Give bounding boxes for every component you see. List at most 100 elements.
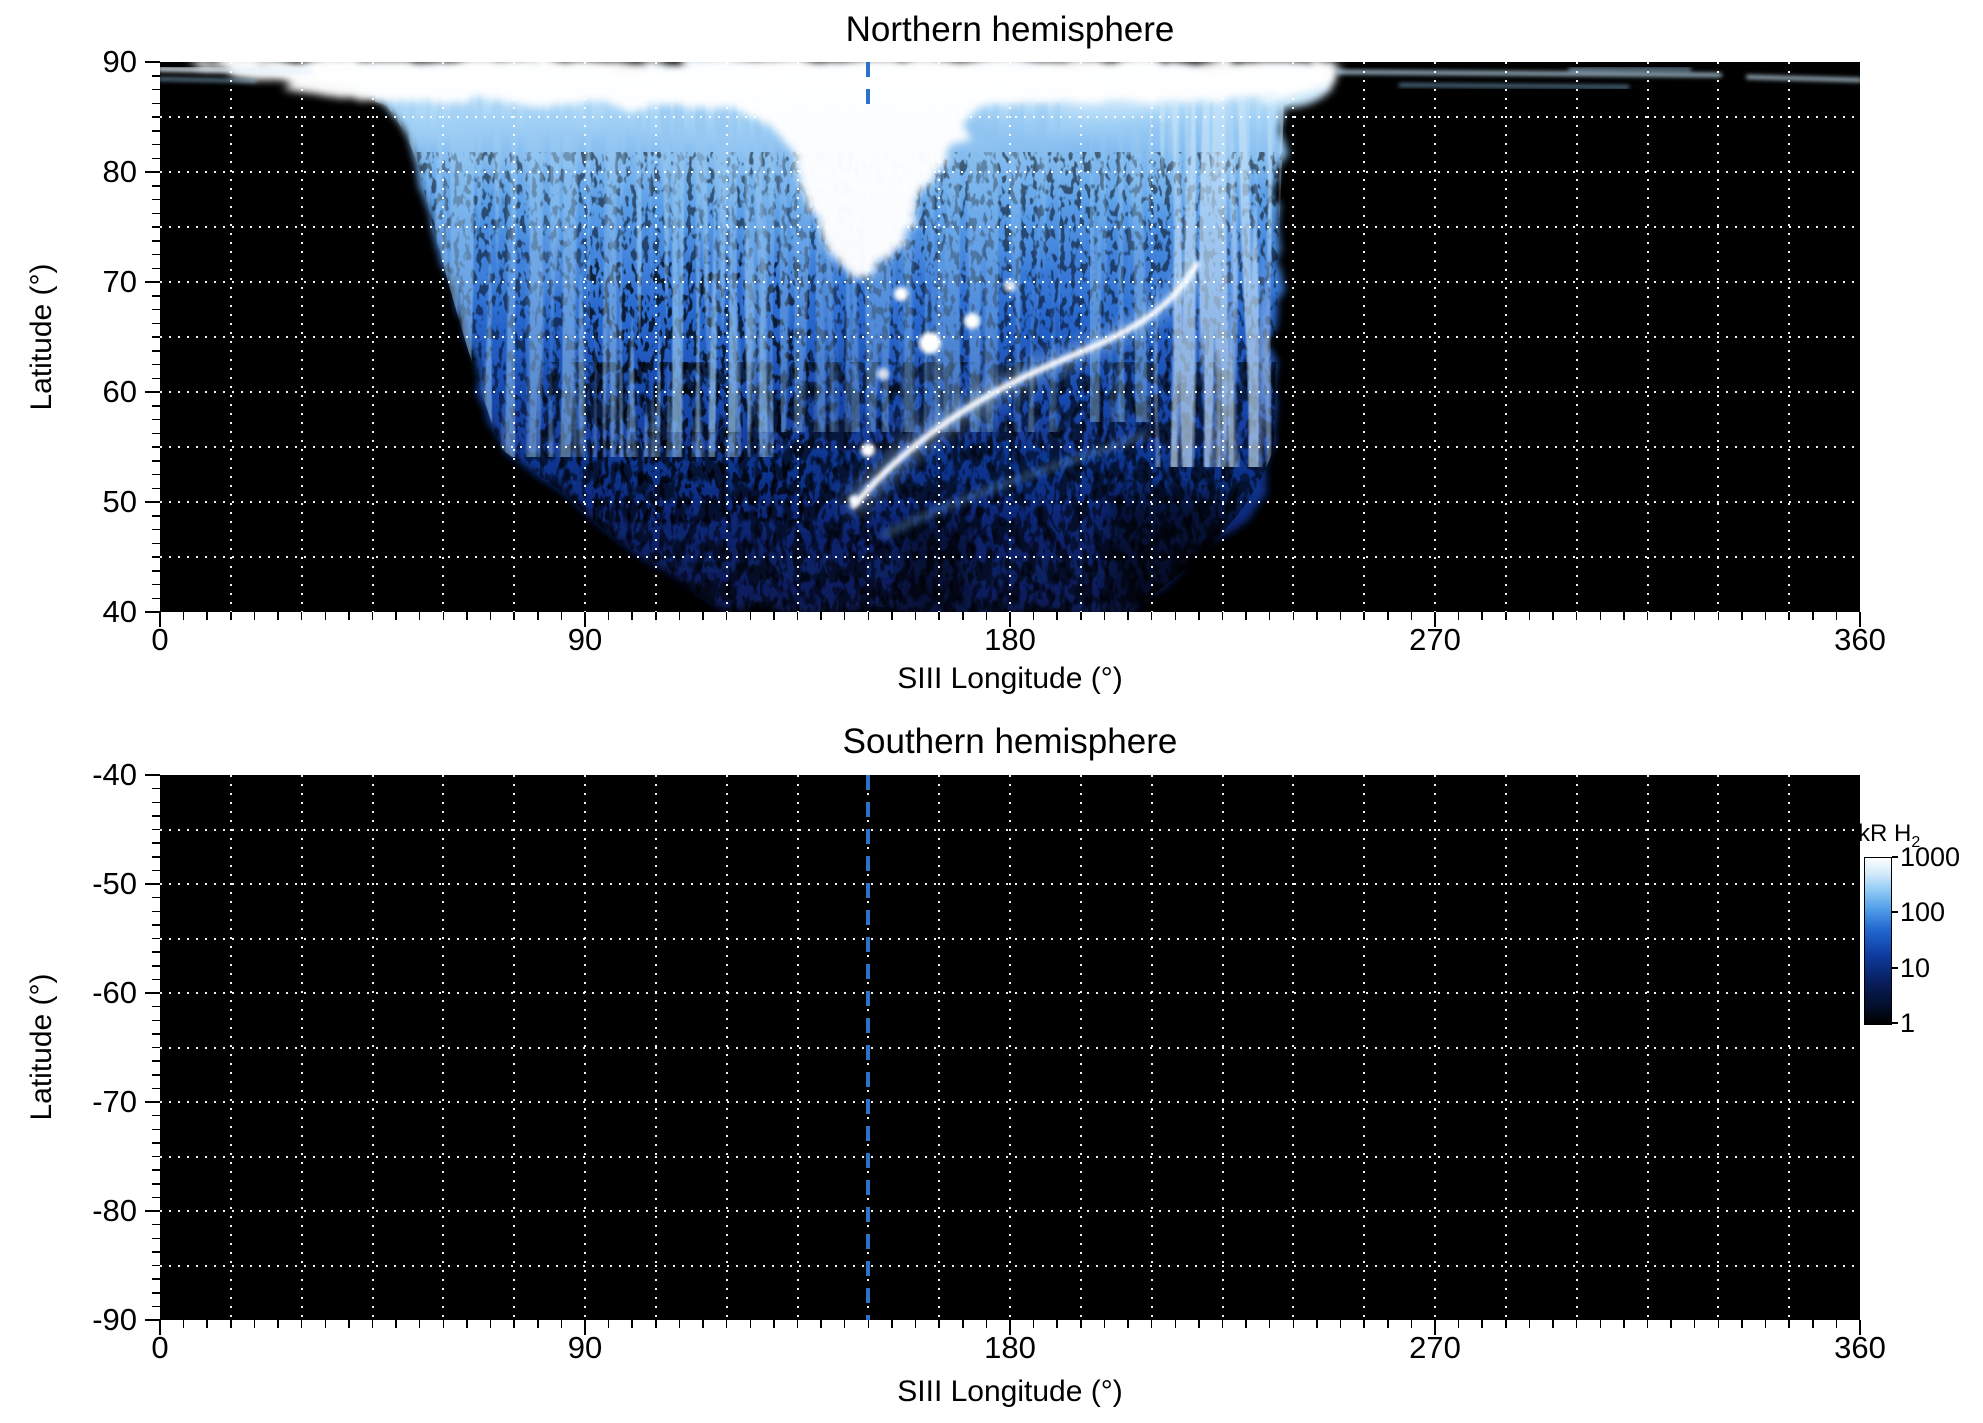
colorbar-tick-label: 10	[1900, 952, 1931, 983]
x-tick-major	[1434, 612, 1436, 627]
x-tick-minor	[1788, 1320, 1790, 1328]
x-tick-major	[1434, 1320, 1436, 1335]
gridline-horizontal	[160, 281, 1860, 283]
x-tick-minor	[1103, 1320, 1106, 1328]
y-tick-minor	[152, 1169, 160, 1171]
y-tick-minor	[152, 583, 160, 586]
y-tick-minor	[152, 1305, 160, 1308]
gridline-horizontal	[160, 226, 1860, 228]
y-tick-minor	[152, 198, 160, 201]
x-tick-minor	[773, 612, 775, 620]
x-tick-minor	[1741, 1320, 1743, 1328]
y-tick-minor	[152, 597, 160, 599]
x-tick-minor	[1032, 612, 1035, 620]
gridline-horizontal	[160, 1101, 1860, 1103]
y-tick-minor	[152, 1155, 160, 1158]
x-tick-minor	[537, 1320, 539, 1328]
x-tick-minor	[230, 1320, 232, 1328]
x-tick-minor	[1127, 1320, 1129, 1328]
x-tick-minor	[560, 612, 563, 620]
x-tick-minor	[418, 1320, 421, 1328]
colorbar-unit-text: kR H	[1858, 820, 1912, 847]
south-panel-title: Southern hemisphere	[842, 722, 1178, 761]
x-tick-minor	[1552, 1320, 1554, 1328]
south-xaxis-label: SIII Longitude (°)	[897, 1375, 1123, 1408]
x-tick-minor	[820, 1320, 822, 1328]
y-tick-minor	[152, 937, 160, 940]
x-tick-minor	[820, 612, 822, 620]
x-tick-minor	[1646, 612, 1649, 620]
y-tick-minor	[152, 418, 160, 421]
gridline-horizontal	[160, 992, 1860, 994]
y-tick-minor	[152, 1251, 160, 1253]
reference-longitude-line	[866, 62, 871, 108]
y-tick-label: -40	[92, 757, 137, 792]
x-tick-minor	[489, 612, 492, 620]
x-tick-minor	[843, 1320, 846, 1328]
x-tick-minor	[1198, 612, 1200, 620]
x-tick-minor	[1670, 1320, 1672, 1328]
colorbar-gradient-strip	[1864, 857, 1892, 1025]
x-tick-minor	[631, 612, 633, 620]
x-tick-minor	[1835, 612, 1838, 620]
x-tick-minor	[1457, 1320, 1460, 1328]
x-tick-minor	[442, 612, 445, 620]
x-tick-minor	[1575, 612, 1578, 620]
y-tick-minor	[152, 1060, 160, 1062]
y-tick-major	[145, 1319, 160, 1321]
colorbar-tick-label: 100	[1900, 897, 1946, 928]
x-tick-minor	[1245, 612, 1247, 620]
y-tick-minor	[152, 75, 160, 77]
y-tick-minor	[152, 240, 160, 242]
x-tick-minor	[867, 612, 870, 620]
y-tick-major	[145, 61, 160, 63]
x-tick-minor	[1174, 612, 1177, 620]
x-tick-minor	[655, 1320, 657, 1328]
gridline-horizontal	[160, 116, 1860, 118]
y-tick-minor	[152, 350, 160, 352]
x-tick-minor	[1032, 1320, 1035, 1328]
x-tick-minor	[725, 1320, 728, 1328]
y-tick-minor	[152, 157, 160, 159]
x-tick-minor	[1292, 1320, 1295, 1328]
x-tick-minor	[702, 612, 704, 620]
x-tick-minor	[1812, 1320, 1814, 1328]
x-tick-minor	[371, 1320, 374, 1328]
x-tick-minor	[749, 1320, 752, 1328]
x-tick-minor	[1457, 612, 1460, 620]
y-tick-minor	[152, 1046, 160, 1049]
x-tick-minor	[1316, 612, 1318, 620]
y-tick-minor	[152, 460, 160, 462]
x-tick-minor	[1150, 612, 1153, 620]
x-tick-label: 360	[1834, 1330, 1886, 1365]
x-tick-major	[159, 1320, 161, 1335]
x-tick-minor	[1575, 1320, 1578, 1328]
gridline-horizontal	[160, 391, 1860, 393]
x-tick-minor	[938, 612, 940, 620]
gridline-horizontal	[160, 501, 1860, 503]
x-tick-minor	[1552, 612, 1554, 620]
x-tick-minor	[466, 612, 468, 620]
x-tick-minor	[1080, 1320, 1082, 1328]
x-tick-minor	[1127, 612, 1129, 620]
x-tick-minor	[655, 612, 657, 620]
y-tick-minor	[152, 1087, 160, 1090]
x-tick-minor	[1670, 612, 1672, 620]
x-tick-minor	[1717, 612, 1720, 620]
x-tick-minor	[678, 612, 681, 620]
x-tick-major	[1859, 612, 1861, 627]
x-tick-minor	[1150, 1320, 1153, 1328]
x-tick-minor	[1788, 612, 1790, 620]
x-tick-minor	[914, 612, 917, 620]
y-tick-minor	[152, 556, 160, 558]
x-tick-minor	[867, 1320, 870, 1328]
x-tick-minor	[1056, 612, 1058, 620]
y-tick-label: 90	[102, 44, 137, 79]
y-tick-major	[145, 1210, 160, 1212]
x-tick-minor	[1363, 612, 1365, 620]
gridline-horizontal	[160, 883, 1860, 885]
y-tick-minor	[152, 1292, 160, 1294]
x-tick-major	[1009, 612, 1011, 627]
gridline-horizontal	[160, 1046, 1860, 1049]
y-tick-major	[145, 611, 160, 613]
